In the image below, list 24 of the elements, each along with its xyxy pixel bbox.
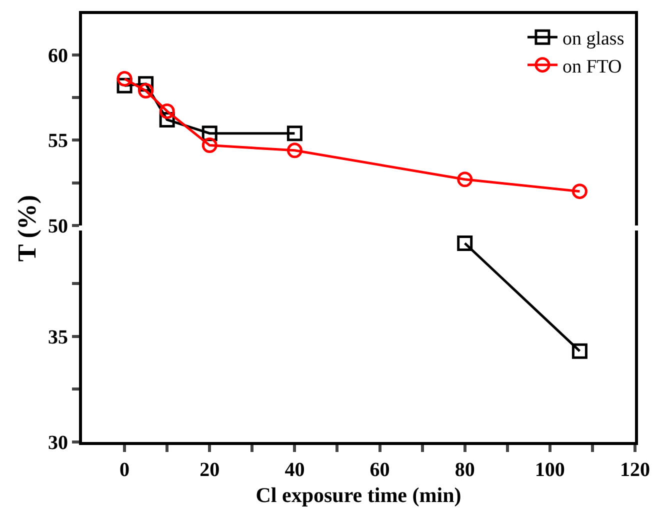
- legend-label: on FTO: [562, 56, 622, 78]
- point: [116, 71, 132, 87]
- point: [457, 172, 473, 188]
- x-tick-label: 20: [200, 459, 220, 481]
- point: [286, 126, 302, 142]
- y-tick-label: 50: [48, 215, 68, 238]
- point: [202, 138, 218, 154]
- x-tick-label: 80: [454, 459, 475, 481]
- x-tick-label: 40: [284, 459, 305, 481]
- x-axis-title: Cl exposure time (min): [256, 483, 462, 508]
- y-tick-label: 30: [48, 432, 68, 454]
- legend-label: on glass: [562, 28, 624, 50]
- point: [286, 142, 302, 158]
- point: [572, 184, 588, 200]
- x-tick-label: 60: [370, 459, 390, 481]
- y-tick-label: 55: [48, 130, 68, 152]
- x-tick-label: 120: [620, 459, 650, 481]
- point: [138, 82, 154, 98]
- x-tick-label: 100: [534, 459, 565, 481]
- point: [159, 103, 175, 119]
- y-tick-label: 35: [48, 326, 68, 348]
- y-axis-title: T (%): [12, 194, 42, 262]
- y-tick-label: 60: [48, 44, 68, 67]
- x-tick-label: 0: [120, 459, 130, 481]
